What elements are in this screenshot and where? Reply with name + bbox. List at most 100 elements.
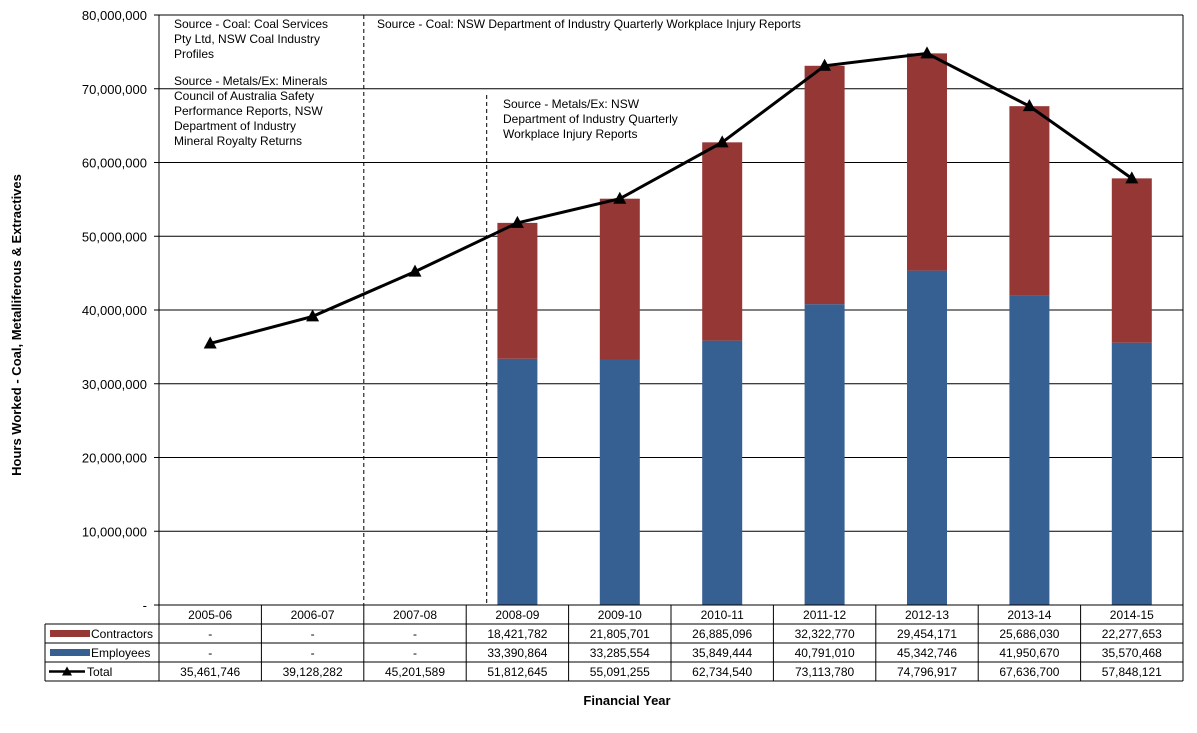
- x-tick-label: 2009-10: [598, 608, 642, 622]
- legend-swatch: [50, 630, 90, 637]
- table-cell: 33,390,864: [487, 646, 547, 660]
- y-tick-label: 60,000,000: [82, 156, 147, 171]
- x-tick-label: 2014-15: [1110, 608, 1154, 622]
- table-cell: -: [413, 627, 417, 641]
- table-cell: 29,454,171: [897, 627, 957, 641]
- table-cell: 62,734,540: [692, 665, 752, 679]
- bar-employees: [907, 270, 947, 605]
- table-cell: 45,201,589: [385, 665, 445, 679]
- y-axis-label: Hours Worked - Coal, Metalliferous & Ext…: [9, 174, 24, 476]
- source-note-minerals-council: Source - Metals/Ex: Minerals Council of …: [174, 74, 364, 149]
- legend-swatch: [50, 649, 90, 656]
- table-cell: -: [413, 646, 417, 660]
- table-cell: 41,950,670: [999, 646, 1059, 660]
- bar-contractors: [599, 198, 640, 360]
- table-cell: 55,091,255: [590, 665, 650, 679]
- source-note-line: Performance Reports, NSW: [174, 104, 323, 118]
- source-note-metals-quarterly: Source - Metals/Ex: NSW Department of In…: [503, 97, 733, 142]
- source-note-line: Source - Metals/Ex: Minerals: [174, 74, 328, 88]
- source-note-coal-services: Source - Coal: Coal Services Pty Ltd, NS…: [174, 17, 364, 62]
- legend-label: Contractors: [91, 627, 153, 641]
- y-tick-label: -: [143, 598, 147, 613]
- total-point-marker: [920, 46, 934, 59]
- total-point-marker: [818, 58, 832, 71]
- x-axis-label: Financial Year: [583, 693, 670, 708]
- y-tick-label: 20,000,000: [82, 451, 147, 466]
- legend-marker: [62, 666, 72, 676]
- source-note-line: Source - Coal: Coal Services: [174, 17, 329, 31]
- table-cell: -: [208, 627, 212, 641]
- total-point-marker: [715, 135, 729, 148]
- source-note-line: Source - Metals/Ex: NSW: [503, 97, 640, 111]
- source-note-line: Pty Ltd, NSW Coal Industry: [174, 32, 321, 46]
- bar-contractors: [702, 142, 743, 341]
- total-point-marker: [408, 264, 422, 277]
- legend-label: Total: [87, 665, 112, 679]
- y-tick-label: 30,000,000: [82, 377, 147, 392]
- bar-employees: [702, 340, 743, 605]
- table-cell: 25,686,030: [999, 627, 1059, 641]
- bar-contractors: [1111, 178, 1152, 343]
- source-note-line: Source - Coal: NSW Department of Industr…: [377, 17, 801, 31]
- bar-contractors: [907, 53, 947, 271]
- total-point-marker: [613, 191, 627, 204]
- total-point-marker: [1125, 171, 1139, 184]
- bar-contractors: [1009, 106, 1050, 296]
- x-tick-label: 2005-06: [188, 608, 232, 622]
- x-tick-label: 2011-12: [803, 608, 846, 622]
- x-tick-label: 2010-11: [701, 608, 744, 622]
- source-note-line: Profiles: [174, 47, 215, 61]
- total-point-marker: [203, 336, 217, 349]
- source-note-line: Department of Industry Quarterly: [503, 112, 678, 126]
- x-tick-label: 2006-07: [291, 608, 335, 622]
- bar-employees: [497, 358, 538, 605]
- total-point-marker: [510, 215, 524, 228]
- table-cell: 35,849,444: [692, 646, 752, 660]
- table-cell: 40,791,010: [795, 646, 855, 660]
- x-tick-label: 2008-09: [495, 608, 539, 622]
- table-cell: 21,805,701: [590, 627, 650, 641]
- table-cell: 74,796,917: [897, 665, 957, 679]
- table-cell: 26,885,096: [692, 627, 752, 641]
- source-dividers: [363, 15, 488, 605]
- y-tick-label: 50,000,000: [82, 229, 147, 244]
- source-note-line: Mineral Royalty Returns: [174, 134, 303, 148]
- table-cell: 51,812,645: [487, 665, 547, 679]
- axes: - 10,000,000 20,000,000 30,000,000 40,000,00…: [82, 8, 1184, 613]
- total-point-marker: [306, 309, 320, 322]
- y-tick-label: 70,000,000: [82, 82, 147, 97]
- x-tick-label: 2007-08: [393, 608, 437, 622]
- y-tick-label: 40,000,000: [82, 303, 147, 318]
- table-cell: 57,848,121: [1102, 665, 1162, 679]
- total-point-marker: [1022, 99, 1036, 112]
- bar-contractors: [497, 222, 538, 359]
- table-cell: 35,461,746: [180, 665, 240, 679]
- table-cell: -: [311, 627, 315, 641]
- table-cell: -: [311, 646, 315, 660]
- y-tick-label: 80,000,000: [82, 8, 147, 23]
- bar-contractors: [804, 65, 845, 305]
- data-table: 2005-06 2006-07 2007-08 2008-09 2009-10 2010-…: [44, 604, 1184, 682]
- bar-employees: [599, 359, 640, 605]
- bar-employees: [1009, 295, 1050, 605]
- legend-label: Employees: [91, 646, 150, 660]
- table-cell: 67,636,700: [999, 665, 1059, 679]
- table-cell: -: [208, 646, 212, 660]
- x-tick-label: 2013-14: [1007, 608, 1051, 622]
- x-tick-label: 2012-13: [905, 608, 949, 622]
- bar-employees: [1111, 342, 1152, 605]
- source-note-coal-quarterly: Source - Coal: NSW Department of Industr…: [377, 17, 937, 32]
- source-note-line: Department of Industry: [174, 119, 297, 133]
- table-cell: 32,322,770: [795, 627, 855, 641]
- source-note-line: Workplace Injury Reports: [503, 127, 638, 141]
- table-cell: 18,421,782: [487, 627, 547, 641]
- table-cell: 35,570,468: [1102, 646, 1162, 660]
- table-cell: 73,113,780: [795, 665, 854, 679]
- bars: [497, 53, 1152, 605]
- table-cell: 33,285,554: [590, 646, 650, 660]
- y-tick-label: 10,000,000: [82, 524, 147, 539]
- source-note-line: Council of Australia Safety: [174, 89, 315, 103]
- table-cell: 22,277,653: [1102, 627, 1162, 641]
- total-line: [203, 46, 1139, 349]
